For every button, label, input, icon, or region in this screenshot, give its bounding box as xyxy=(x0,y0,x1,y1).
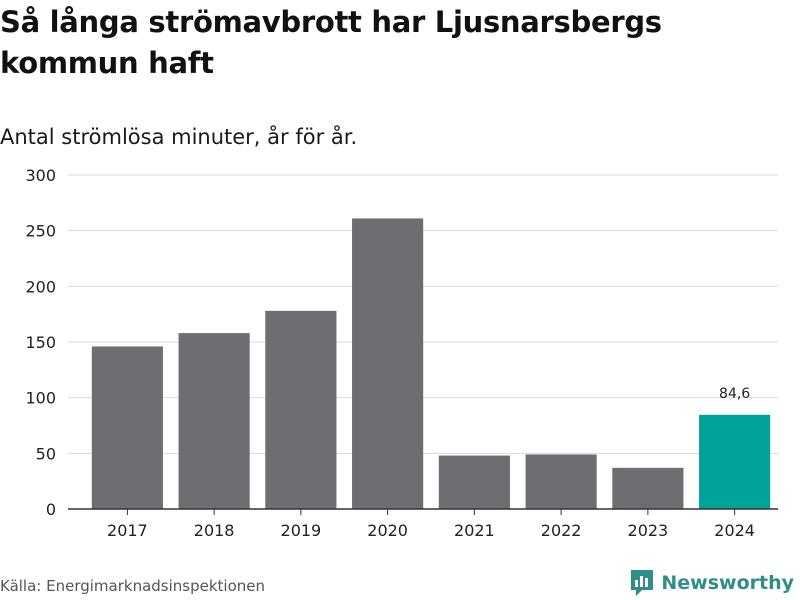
bar-2019 xyxy=(265,310,337,509)
bar-2021 xyxy=(438,455,510,509)
chart-title: Så långa strömavbrott har Ljusnarsbergs … xyxy=(0,5,662,80)
x-tick-label: 2023 xyxy=(628,521,669,540)
y-tick-label: 100 xyxy=(25,389,56,408)
x-tick-label: 2020 xyxy=(367,521,408,540)
data-label-2024: 84,6 xyxy=(719,386,750,402)
data-labels: 84,6 xyxy=(719,386,750,402)
bars xyxy=(91,218,771,510)
y-tick-label: 50 xyxy=(36,444,56,463)
x-tick-label: 2022 xyxy=(541,521,582,540)
y-tick-label: 150 xyxy=(25,333,56,352)
bar-2024 xyxy=(699,414,771,509)
x-tick-label: 2019 xyxy=(281,521,322,540)
bar-2020 xyxy=(352,218,424,510)
brand-logo[interactable]: Newsworthy xyxy=(629,566,794,600)
x-tick-label: 2017 xyxy=(107,521,148,540)
bar-2023 xyxy=(612,467,684,509)
y-axis-ticks: 0 50 100 150 200 250 300 xyxy=(25,166,56,519)
bar-2017 xyxy=(91,346,163,509)
y-tick-label: 0 xyxy=(46,500,56,519)
y-tick-label: 300 xyxy=(25,166,56,185)
x-tick-label: 2018 xyxy=(194,521,235,540)
x-tick-label: 2021 xyxy=(454,521,495,540)
chart-subtitle: Antal strömlösa minuter, år för år. xyxy=(0,125,358,149)
bar-2022 xyxy=(525,454,597,509)
bar-2018 xyxy=(178,333,250,509)
brand-name: Newsworthy xyxy=(661,572,794,594)
y-tick-label: 250 xyxy=(25,222,56,241)
x-tick-label: 2024 xyxy=(714,521,755,540)
source-note: Källa: Energimarknadsinspektionen xyxy=(0,577,266,595)
y-tick-label: 200 xyxy=(25,277,56,296)
newsworthy-logo-icon xyxy=(631,570,654,596)
x-axis-ticks: 2017 2018 2019 2020 2021 2022 2023 2024 xyxy=(107,509,755,540)
